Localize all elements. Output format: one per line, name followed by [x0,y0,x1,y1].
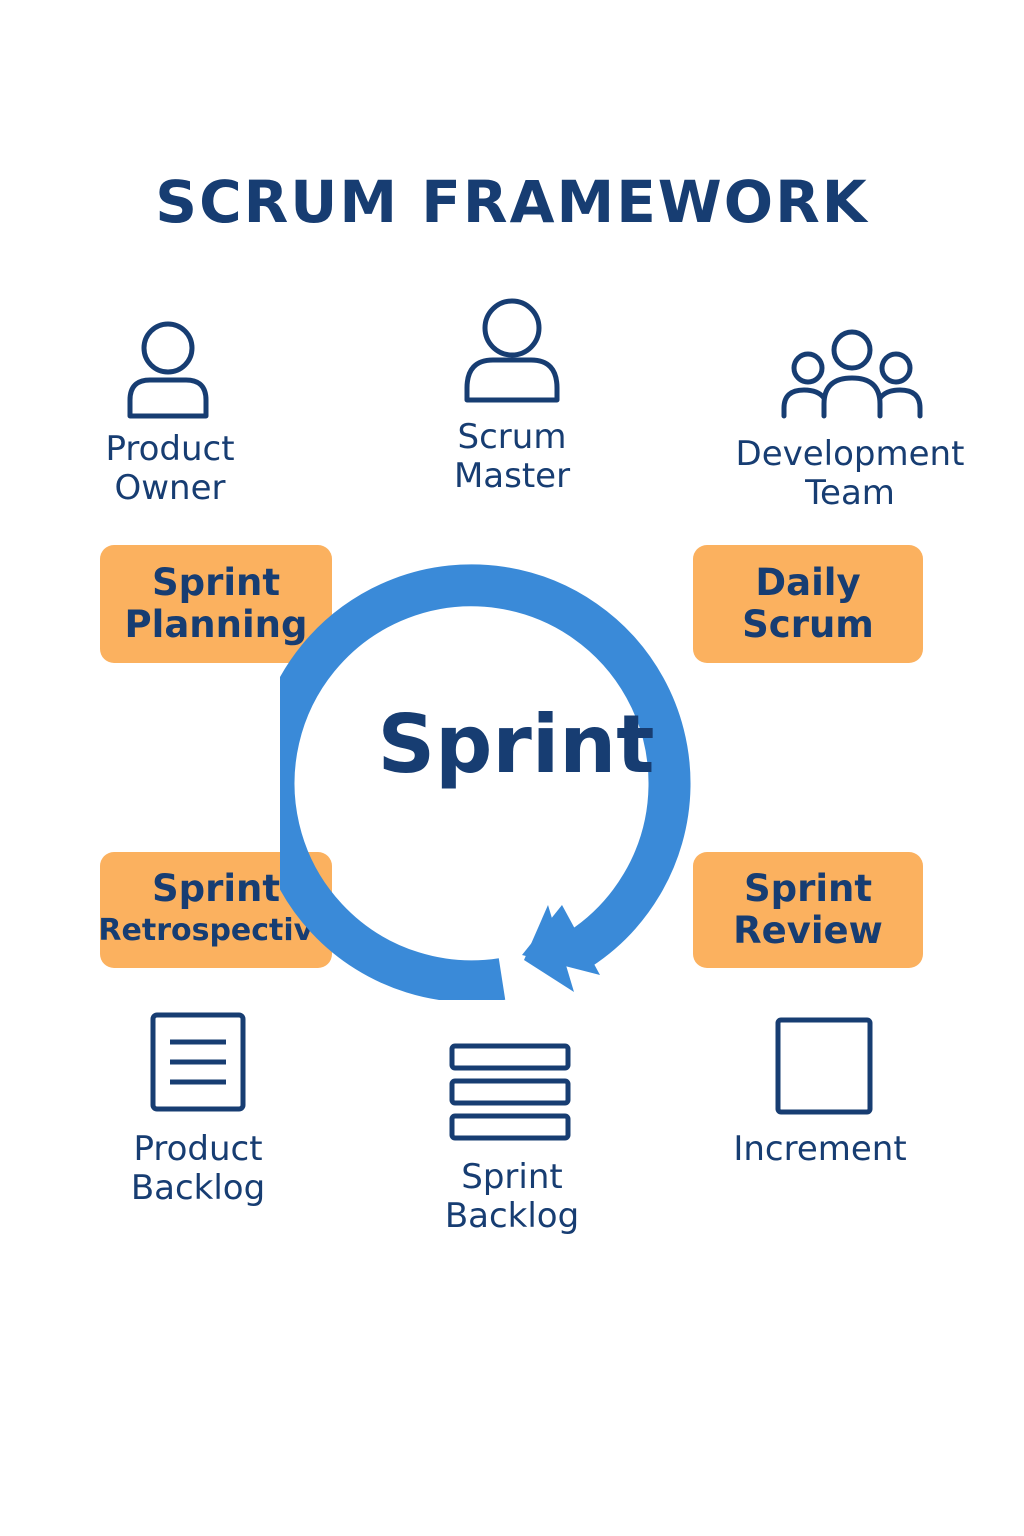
diagram-title: SCRUM FRAMEWORK [155,168,869,236]
role-scrum-master: Scrum Master [453,417,571,496]
stacked-bars-icon [449,1043,571,1141]
person-icon [464,298,560,403]
event-sprint-review: Sprint Review [693,852,923,968]
square-icon [775,1017,873,1115]
sprint-center-label: Sprint [377,698,655,791]
role-development-team: Development Team [735,434,965,513]
sprint-cycle-arrow-icon [280,564,691,1000]
artifact-sprint-backlog: Sprint Backlog [444,1157,580,1236]
document-icon [150,1012,246,1112]
person-icon [127,321,209,419]
artifact-product-backlog: Product Backlog [130,1129,266,1208]
artifact-increment: Increment [733,1129,907,1169]
team-icon [781,329,923,419]
role-product-owner: Product Owner [105,429,235,508]
event-sprint-planning: Sprint Planning [100,545,332,663]
event-daily-scrum: Daily Scrum [693,545,923,663]
